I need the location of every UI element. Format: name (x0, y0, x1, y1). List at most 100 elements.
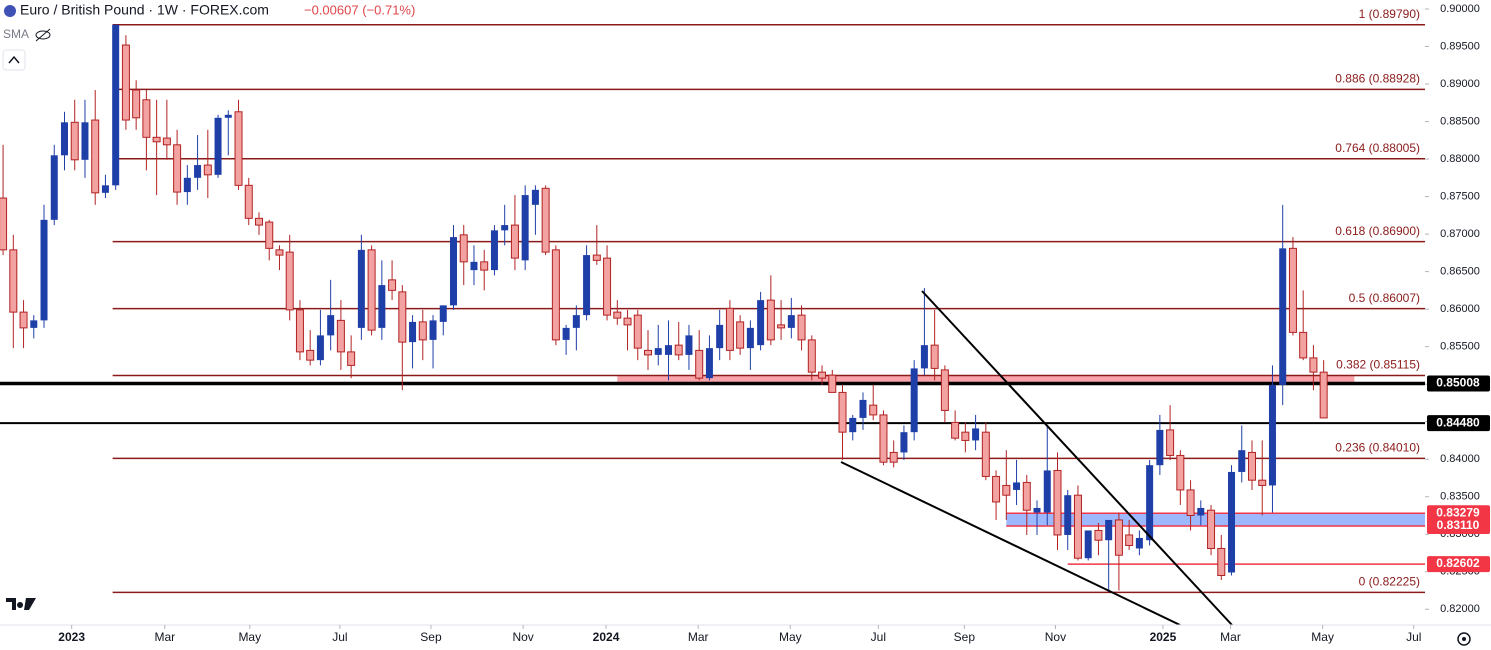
indicator-label[interactable]: SMA (3, 27, 29, 41)
y-tick-label: 0.87000 (1440, 228, 1480, 240)
candle-body (787, 315, 795, 328)
candle-body (214, 117, 222, 175)
trendline (921, 290, 1233, 626)
symbol-title[interactable]: Euro / British Pound · 1W · FOREX.com (20, 2, 269, 18)
candle-body (1002, 484, 1011, 496)
candle-body (162, 137, 171, 146)
candle-body (1156, 429, 1164, 466)
candle-body (1268, 384, 1276, 486)
candle-body (439, 305, 447, 322)
candle-body (336, 319, 345, 353)
candle-body (183, 177, 191, 193)
y-tick-label: 0.84000 (1440, 453, 1480, 465)
candle-body (1279, 248, 1287, 385)
level-badge (1427, 415, 1490, 432)
candle-body (981, 431, 990, 477)
candle-body (388, 279, 397, 291)
candle-body (1176, 454, 1185, 491)
candle-body (623, 317, 632, 326)
candle-body (9, 249, 18, 313)
candle-body (510, 224, 519, 259)
y-tick-label: 0.82000 (1440, 603, 1480, 615)
candle-body (132, 89, 141, 119)
level-label: 0.82602 (1436, 556, 1480, 570)
candle-body (807, 339, 816, 373)
candle-body (244, 184, 253, 219)
candle-body (429, 320, 437, 340)
candle-body (1053, 469, 1062, 536)
collapse-button[interactable] (2, 49, 26, 71)
candle-body (1247, 451, 1256, 481)
candle-body (1125, 534, 1134, 546)
candle-body (1033, 507, 1041, 513)
level-label: 0.84480 (1436, 415, 1480, 429)
candle-body (0, 197, 8, 251)
candle-body (664, 345, 672, 355)
candle-body (142, 99, 151, 138)
level-badge (1427, 505, 1490, 522)
candle-body (470, 261, 478, 271)
x-tick-label: Mar (1220, 630, 1241, 644)
x-tick-label: Nov (1045, 630, 1066, 644)
candle-body (992, 475, 1001, 503)
x-tick-label: 2023 (58, 630, 85, 644)
candle-body (60, 122, 68, 156)
y-tick-label: 0.88000 (1440, 153, 1480, 165)
visibility-icon[interactable] (35, 28, 51, 42)
candle-body (1228, 471, 1236, 573)
candle-body (869, 404, 878, 416)
candle-body (1022, 481, 1031, 511)
fib-label: 0 (0.82225) (1359, 575, 1420, 589)
symbol-flag (4, 5, 16, 17)
fib-label: 0.382 (0.85115) (1336, 358, 1420, 372)
candle-body (306, 349, 315, 361)
candle-body (194, 165, 202, 178)
candle-body (367, 249, 376, 331)
candle-body (1309, 357, 1318, 373)
candle-body (50, 155, 58, 220)
candle-body (81, 122, 89, 160)
candle-body (347, 351, 356, 366)
candle-body (910, 368, 918, 433)
x-tick-label: May (779, 630, 802, 644)
candle-body (603, 257, 612, 316)
candle-body (316, 335, 324, 361)
candle-body (1073, 494, 1082, 559)
candle-body (357, 249, 365, 328)
candle-body (705, 348, 713, 379)
candle-body (327, 315, 335, 336)
x-tick-label: May (238, 630, 261, 644)
candle-body (501, 225, 509, 231)
y-tick-label: 0.85500 (1440, 341, 1480, 353)
x-tick-label: Sep (420, 630, 442, 644)
candle-body (592, 254, 601, 261)
candle-body (859, 399, 867, 418)
candle-body (951, 421, 960, 439)
candle-body (849, 417, 857, 433)
candle-body (459, 234, 468, 263)
time-axis (0, 625, 1491, 650)
y-tick-label: 0.89000 (1440, 78, 1480, 90)
candle-body (409, 321, 417, 343)
candle-body (797, 314, 806, 341)
x-tick-label: Jul (1406, 630, 1421, 644)
candle-body (295, 309, 304, 353)
price-zone (617, 375, 1355, 384)
settings-button[interactable] (1457, 632, 1471, 646)
candle-body (1197, 507, 1205, 516)
candle-body (633, 314, 642, 349)
candle-body (378, 285, 386, 328)
candle-body (572, 315, 580, 328)
level-label: 0.83279 (1436, 505, 1480, 519)
candle-body (275, 249, 284, 256)
level-badge (1427, 375, 1490, 392)
candle-body (1084, 530, 1092, 559)
candle-body (725, 307, 734, 351)
y-tick-label: 0.88500 (1440, 115, 1480, 127)
candle-body (1114, 519, 1123, 556)
candle-body (828, 374, 837, 393)
candle-body (613, 311, 622, 319)
fib-label: 1 (0.89790) (1359, 7, 1420, 21)
candle-body (203, 164, 212, 176)
